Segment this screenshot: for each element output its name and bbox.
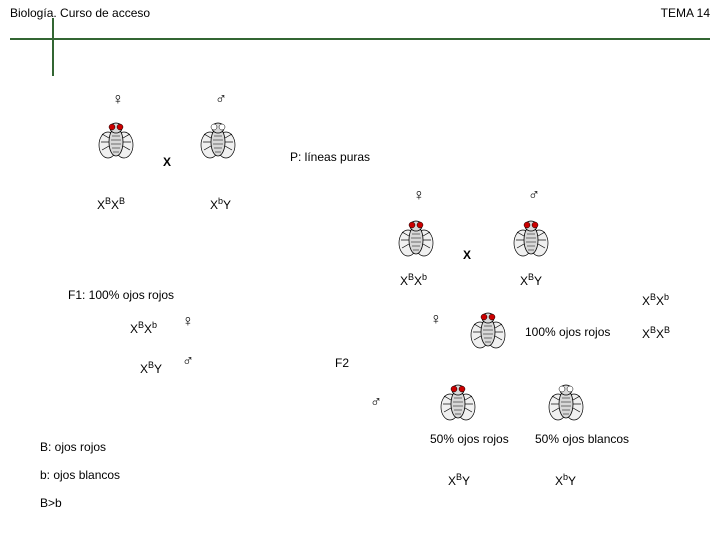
p-female-symbol: ♀ [112, 92, 124, 108]
f1-cross-female-g: XBXb [400, 272, 427, 288]
p-label: P: líneas puras [290, 150, 370, 164]
f2-label: F2 [335, 356, 349, 370]
f2-row2-g1: XBY [448, 472, 470, 488]
f2-row1-female-symbol: ♀ [430, 312, 442, 328]
header-left: Biología. Curso de acceso [10, 6, 150, 20]
f2-row2-desc1: 50% ojos rojos [430, 432, 500, 446]
f2-row2-male-symbol: ♂ [370, 395, 382, 411]
legend-line2: b: ojos blancos [40, 468, 120, 482]
header-right: TEMA 14 [661, 6, 710, 20]
f1-male-g: XBY [140, 360, 162, 376]
f1-cross-x: X [463, 248, 471, 262]
f2-row2-fly1 [440, 382, 476, 422]
p-cross-x: X [163, 155, 171, 169]
p-male-symbol: ♂ [215, 92, 227, 108]
f1-male-symbol: ♂ [182, 354, 194, 370]
f1-cross-male-g: XBY [520, 272, 542, 288]
f2-row1-g2: XBXB [642, 325, 670, 341]
f2-row1-g1: XBXb [642, 292, 669, 308]
legend-line1: B: ojos rojos [40, 440, 106, 454]
f1-label: F1: 100% ojos rojos [68, 288, 174, 302]
p-male-fly [200, 120, 236, 160]
f1-female-g: XBXb [130, 320, 157, 336]
v-rule [52, 18, 54, 76]
f2-row2-g2: XbY [555, 472, 576, 488]
f2-row1-desc: 100% ojos rojos [525, 325, 610, 339]
h-rule [10, 38, 710, 40]
f2-row1-fly1 [470, 310, 506, 350]
legend-line3: B>b [40, 496, 62, 510]
f2-row2-fly2 [548, 382, 584, 422]
f1-cross-male-fly [513, 218, 549, 258]
f1-cross-male-symbol: ♂ [528, 188, 540, 204]
p-female-fly [98, 120, 134, 160]
p-female-genotype: XBXB [97, 196, 125, 212]
p-male-genotype: XbY [210, 196, 231, 212]
f1-female-symbol: ♀ [182, 314, 194, 330]
f1-cross-female-fly [398, 218, 434, 258]
f2-row2-desc2: 50% ojos blancos [535, 432, 605, 446]
f1-cross-female-symbol: ♀ [413, 188, 425, 204]
